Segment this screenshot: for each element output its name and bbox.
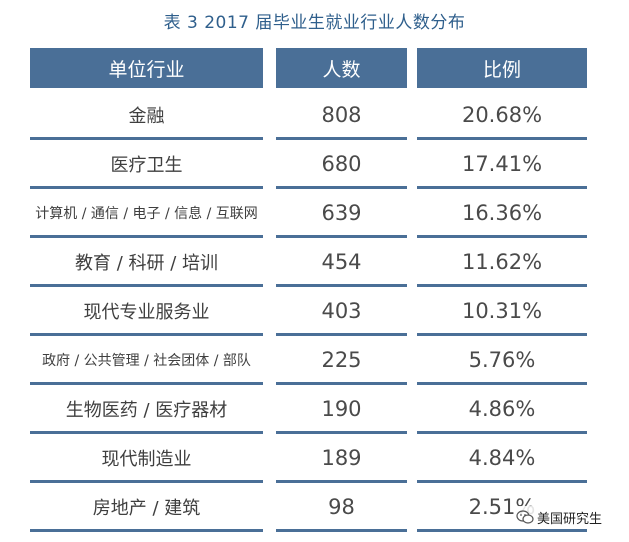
count-cell: 403 [321,298,362,323]
watermark-text: 美国研究生 [537,511,603,527]
table-row: 金融 808 20.68% [0,92,629,141]
row-divider [276,284,407,287]
row-divider [30,480,263,483]
row-divider [417,480,587,483]
ratio-cell: 17.41% [461,151,543,176]
industry-cell: 现代制造业 [101,448,192,470]
industry-cell: 房地产 / 建筑 [92,497,201,519]
table-row: 政府 / 公共管理 / 社会团体 / 部队 225 5.76% [0,337,629,386]
count-cell: 98 [328,494,355,519]
count-cell: 190 [321,396,362,421]
table-title: 表 3 2017 届毕业生就业行业人数分布 [163,13,466,33]
ratio-cell: 5.76% [468,347,536,372]
row-divider [417,333,587,336]
row-divider [276,529,407,532]
watermark: 美国研究生 [514,506,605,528]
table-row: 计算机 / 通信 / 电子 / 信息 / 互联网 639 16.36% [0,190,629,239]
row-divider [417,137,587,140]
row-divider [30,137,263,140]
count-cell: 808 [321,102,362,127]
ratio-cell: 10.31% [461,298,543,323]
row-divider [276,137,407,140]
industry-cell: 金融 [128,105,165,127]
row-divider [417,529,587,532]
count-cell: 454 [321,249,362,274]
ratio-cell: 4.84% [468,445,536,470]
count-cell: 189 [321,445,362,470]
row-divider [30,431,263,434]
industry-cell: 医疗卫生 [110,154,183,176]
row-divider [276,235,407,238]
industry-cell: 计算机 / 通信 / 电子 / 信息 / 互联网 [35,205,258,222]
header-industry: 单位行业 [30,48,263,88]
row-divider [30,284,263,287]
row-divider [30,382,263,385]
industry-cell: 现代专业服务业 [83,301,210,323]
ratio-cell: 4.86% [468,396,536,421]
row-divider [276,333,407,336]
header-ratio: 比例 [417,48,587,88]
row-divider [276,382,407,385]
count-cell: 639 [321,200,362,225]
row-divider [417,186,587,189]
row-divider [30,235,263,238]
row-divider [417,382,587,385]
row-divider [417,284,587,287]
header-count: 人数 [276,48,407,88]
count-cell: 225 [321,347,362,372]
ratio-cell: 16.36% [461,200,543,225]
table-row: 医疗卫生 680 17.41% [0,141,629,190]
row-divider [417,235,587,238]
row-divider [276,431,407,434]
table-row: 现代专业服务业 403 10.31% [0,288,629,337]
industry-cell: 政府 / 公共管理 / 社会团体 / 部队 [42,352,251,369]
table-row: 房地产 / 建筑 98 2.51% [0,484,629,533]
industry-cell: 教育 / 科研 / 培训 [74,252,218,274]
row-divider [276,480,407,483]
row-divider [276,186,407,189]
row-divider [417,431,587,434]
row-divider [30,529,263,532]
count-cell: 680 [321,151,362,176]
table-row: 教育 / 科研 / 培训 454 11.62% [0,239,629,288]
row-divider [30,186,263,189]
table-row: 生物医药 / 医疗器材 190 4.86% [0,386,629,435]
industry-cell: 生物医药 / 医疗器材 [65,399,228,421]
ratio-cell: 20.68% [461,102,543,127]
wechat-icon [516,510,534,524]
row-divider [30,333,263,336]
ratio-cell: 11.62% [461,249,543,274]
table-row: 现代制造业 189 4.84% [0,435,629,484]
